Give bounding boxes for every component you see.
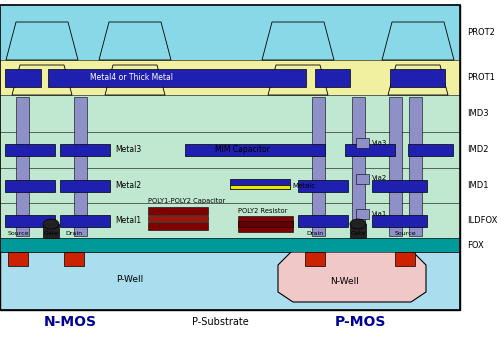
Bar: [0, 5, 459, 238]
Bar: [5, 179, 55, 192]
Bar: [48, 68, 306, 86]
Polygon shape: [12, 65, 72, 95]
Text: Metal1: Metal1: [115, 216, 141, 225]
Text: P-Substrate: P-Substrate: [191, 317, 248, 327]
Bar: [74, 97, 87, 236]
Bar: [314, 68, 349, 86]
Polygon shape: [268, 65, 327, 95]
Ellipse shape: [43, 219, 59, 229]
Text: Via1: Via1: [371, 211, 387, 217]
Text: Drain: Drain: [65, 231, 82, 236]
Bar: [8, 252, 28, 266]
Text: ILDFOX: ILDFOX: [466, 216, 496, 225]
Text: POLY2 Resistor: POLY2 Resistor: [237, 208, 287, 214]
Bar: [0, 5, 459, 310]
Bar: [148, 222, 207, 230]
Bar: [298, 179, 347, 192]
Bar: [16, 97, 29, 236]
Text: P-Well: P-Well: [116, 276, 143, 284]
Polygon shape: [262, 22, 333, 60]
Bar: [408, 97, 421, 236]
Bar: [64, 252, 84, 266]
Bar: [349, 224, 365, 238]
Bar: [229, 179, 290, 188]
Bar: [351, 97, 364, 236]
Bar: [148, 207, 207, 215]
Bar: [0, 60, 459, 95]
Bar: [312, 97, 324, 236]
Text: Metal2: Metal2: [115, 181, 141, 190]
Text: POLY1-POLY2 Capacitor: POLY1-POLY2 Capacitor: [148, 198, 225, 204]
Bar: [407, 144, 452, 156]
Bar: [60, 179, 110, 192]
Polygon shape: [6, 22, 78, 60]
Polygon shape: [99, 22, 171, 60]
Text: IMD2: IMD2: [466, 145, 487, 155]
Bar: [355, 208, 368, 219]
Text: PROT1: PROT1: [466, 73, 494, 82]
Text: Drain: Drain: [306, 231, 323, 236]
Bar: [0, 5, 459, 60]
Polygon shape: [105, 65, 165, 95]
Bar: [371, 215, 426, 226]
Text: FOX: FOX: [466, 240, 483, 250]
Bar: [388, 97, 401, 236]
Bar: [60, 144, 110, 156]
Bar: [389, 68, 444, 86]
Text: Gate: Gate: [350, 231, 365, 236]
Text: N-MOS: N-MOS: [44, 315, 96, 329]
Text: Via2: Via2: [371, 176, 386, 181]
Bar: [0, 238, 459, 252]
Bar: [229, 184, 290, 188]
Text: Via3: Via3: [371, 140, 387, 146]
Text: Source: Source: [393, 231, 415, 236]
Text: P-MOS: P-MOS: [334, 315, 385, 329]
Bar: [5, 215, 55, 226]
Bar: [355, 138, 368, 148]
Bar: [0, 95, 459, 238]
Text: Source: Source: [7, 231, 29, 236]
Bar: [371, 179, 426, 192]
Bar: [5, 68, 41, 86]
Polygon shape: [278, 250, 425, 302]
Bar: [237, 216, 293, 232]
Polygon shape: [381, 22, 453, 60]
Text: IMD1: IMD1: [466, 181, 487, 190]
Text: MIM Capacitor: MIM Capacitor: [214, 145, 270, 155]
Text: IMD3: IMD3: [466, 109, 487, 118]
Bar: [148, 216, 207, 221]
Bar: [43, 224, 59, 238]
Bar: [344, 144, 394, 156]
Bar: [5, 144, 55, 156]
Text: Metal3: Metal3: [115, 145, 141, 155]
Ellipse shape: [349, 219, 365, 229]
Bar: [0, 5, 459, 310]
Text: Gate: Gate: [44, 231, 59, 236]
Bar: [60, 215, 110, 226]
Bar: [394, 252, 414, 266]
Bar: [298, 215, 347, 226]
Bar: [185, 144, 324, 156]
Text: N-Well: N-Well: [330, 278, 359, 286]
Text: Metal4 or Thick Metal: Metal4 or Thick Metal: [90, 73, 173, 82]
Bar: [0, 238, 459, 252]
Text: Metalc: Metalc: [292, 182, 315, 188]
Bar: [237, 221, 293, 227]
Bar: [305, 252, 324, 266]
Text: PROT2: PROT2: [466, 28, 494, 37]
Polygon shape: [387, 65, 447, 95]
Bar: [355, 174, 368, 183]
